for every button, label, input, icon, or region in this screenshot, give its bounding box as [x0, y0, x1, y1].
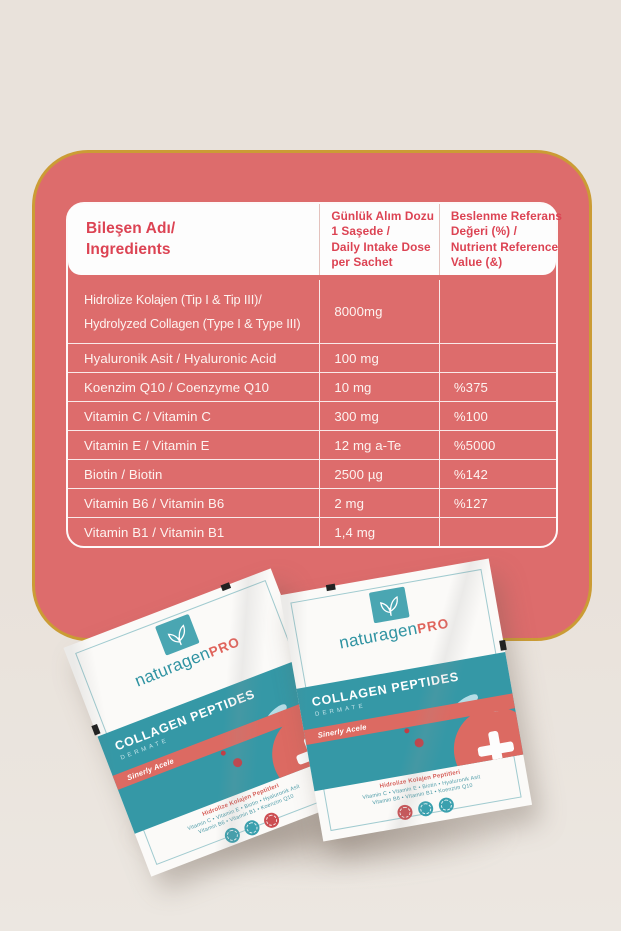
nrv-value: %375: [438, 373, 556, 401]
table-row: Vitamin B6 / Vitamin B6 2 mg %127: [68, 488, 556, 517]
ingredient-name: Vitamin E / Vitamin E: [84, 437, 210, 453]
table-row: Koenzim Q10 / Coenzyme Q10 10 mg %375: [68, 372, 556, 401]
ingredient-name: Vitamin B1 / Vitamin B1: [84, 524, 225, 540]
ingredient-name: Biotin / Biotin: [84, 466, 163, 482]
ingredient-name: Vitamin C / Vitamin C: [84, 408, 211, 424]
header-nutrient-reference: Beslenme Referans Değeri (%) / Nutrient …: [438, 204, 563, 275]
table-row: Vitamin E / Vitamin E 12 mg a-Te %5000: [68, 430, 556, 459]
sachet-back: naturagenPRO COLLAGEN PEPTIDES DERMATE S…: [63, 568, 359, 877]
quality-badge-icon: [437, 796, 455, 814]
dot-decoration: [413, 737, 425, 749]
tear-notch: [220, 582, 231, 592]
ingredient-name: Hyaluronik Asit / Hyaluronic Acid: [84, 350, 277, 366]
dose-value: 12 mg a-Te: [319, 431, 439, 459]
header-line: Daily Intake Dose: [331, 239, 431, 254]
dose-value: 2500 µg: [319, 460, 439, 488]
dot-decoration: [220, 749, 227, 757]
header-line: Bileşen Adı/: [86, 219, 176, 237]
sachet-tagline: Sinerly Acele: [317, 722, 368, 740]
dose-value: 1,4 mg: [319, 518, 439, 546]
header-line: Beslenme Referans: [450, 209, 563, 224]
header-line: Değeri (%) /: [450, 224, 517, 239]
quality-badge-icon: [416, 800, 434, 818]
table-row: Vitamin C / Vitamin C 300 mg %100: [68, 401, 556, 430]
header-line: Nutrient Reference: [450, 239, 559, 254]
nrv-value: %100: [438, 402, 556, 430]
leaf-icon: [368, 586, 410, 624]
nrv-value: %127: [438, 489, 556, 517]
header-line: per Sachet: [331, 254, 393, 269]
header-line: Günlük Alım Dozu: [331, 209, 435, 224]
tear-notch: [325, 583, 336, 592]
dot-decoration: [403, 727, 410, 734]
nrv-value: [438, 344, 556, 372]
dose-value: 100 mg: [319, 344, 439, 372]
dose-value: 8000mg: [319, 280, 439, 343]
brand-suffix: PRO: [206, 633, 243, 660]
brand-name: naturagen: [337, 618, 419, 653]
ingredient-name: Hidrolize Kolajen (Tip I & Tip III)/ Hyd…: [68, 280, 319, 343]
dot-decoration: [231, 756, 244, 769]
table-row: Hidrolize Kolajen (Tip I & Tip III)/ Hyd…: [68, 280, 556, 343]
quality-badge-icon: [222, 825, 242, 846]
nrv-value: [438, 518, 556, 546]
header-line: Ingredients: [86, 240, 171, 258]
quality-badge-icon: [241, 818, 262, 838]
nrv-value: %142: [438, 460, 556, 488]
nrv-value: %5000: [438, 431, 556, 459]
header-ingredients: Bileşen Adı/ Ingredients: [68, 204, 319, 275]
ingredient-name: Koenzim Q10 / Coenzyme Q10: [84, 379, 270, 395]
leaf-icon: [154, 613, 200, 656]
dose-value: 2 mg: [319, 489, 439, 517]
table-row: Hyaluronik Asit / Hyaluronic Acid 100 mg: [68, 343, 556, 372]
header-daily-dose: Günlük Alım Dozu 1 Saşede / Daily Intake…: [319, 204, 439, 275]
sachet-brand-area: naturagenPRO: [282, 571, 505, 689]
ingredient-line: Hidrolize Kolajen (Tip I & Tip III)/: [84, 292, 262, 308]
ingredient-name: Vitamin B6 / Vitamin B6: [84, 495, 225, 511]
table-body: Hidrolize Kolajen (Tip I & Tip III)/ Hyd…: [68, 280, 556, 546]
dose-value: 10 mg: [319, 373, 439, 401]
sachet-brand-area: naturagenPRO: [68, 580, 305, 736]
table-header-row: Bileşen Adı/ Ingredients Günlük Alım Doz…: [68, 204, 563, 275]
dose-value: 300 mg: [319, 402, 439, 430]
brand-suffix: PRO: [415, 615, 451, 637]
sachet-front: naturagenPRO COLLAGEN PEPTIDES DERMATE S…: [279, 558, 533, 842]
table-row: Biotin / Biotin 2500 µg %142: [68, 459, 556, 488]
ingredients-table: Bileşen Adı/ Ingredients Günlük Alım Doz…: [66, 202, 563, 548]
ingredient-line: Hydrolyzed Collagen (Type I & Type III): [84, 315, 301, 331]
header-line: 1 Saşede /: [331, 224, 391, 239]
kcal-badge-icon: [261, 810, 281, 831]
table-row: Vitamin B1 / Vitamin B1 1,4 mg: [68, 517, 556, 546]
tear-notch: [499, 639, 507, 651]
product-card: Bileşen Adı/ Ingredients Günlük Alım Doz…: [32, 150, 592, 641]
kcal-badge-icon: [395, 803, 414, 822]
nrv-value: [438, 280, 556, 343]
header-line: Value (&): [450, 254, 503, 269]
